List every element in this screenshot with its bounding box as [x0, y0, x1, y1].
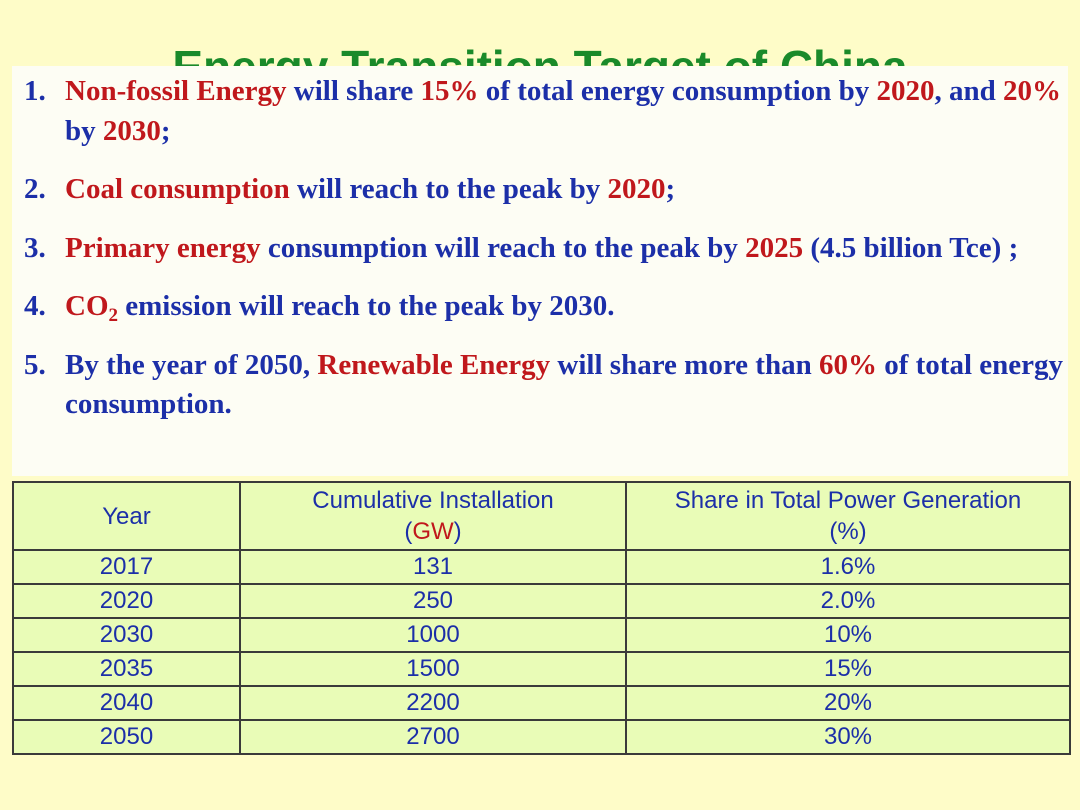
target-text: emission will reach to the peak by 2030. [118, 290, 615, 322]
table-row: 2050 2700 30% [12, 719, 1071, 755]
cell-installation: 2700 [239, 719, 627, 755]
cell-installation: 2200 [239, 685, 627, 721]
target-text: will reach to the peak by [289, 173, 608, 205]
target-text: 2020 [607, 173, 666, 205]
target-text: (4.5 billion Tce) ; [803, 231, 1019, 264]
table-row: 2035 1500 15% [12, 651, 1071, 687]
target-text: CO [65, 290, 109, 322]
cell-share: 15% [625, 651, 1071, 687]
target-number: 3. [24, 231, 46, 264]
header-share-unit: (%) [829, 518, 867, 545]
target-text: 15% [420, 75, 479, 107]
target-item: 1. Non-fossil Energy will share 15% of to… [20, 72, 1070, 151]
target-item: 4. CO2 emission will reach to the peak by… [20, 287, 1070, 327]
cell-year: 2035 [12, 651, 241, 687]
cell-share: 20% [625, 685, 1071, 721]
targets-list: 1. Non-fossil Energy will share 15% of to… [20, 72, 1070, 444]
target-number: 1. [24, 75, 46, 107]
target-text: of total energy consumption. [65, 348, 1063, 421]
target-text: of total energy consumption by [478, 75, 877, 107]
table-row: 2030 1000 10% [12, 617, 1071, 653]
target-text: Non-fossil Energy [65, 75, 287, 107]
target-item: 5. By the year of 2050, Renewable Energy … [20, 346, 1070, 425]
installation-table: Year Cumulative Installation (GW) Share i… [12, 481, 1071, 755]
target-text: 2020 [876, 75, 935, 107]
cell-year: 2050 [12, 719, 241, 755]
target-text: will share [286, 75, 421, 107]
header-installation-unit: GW [412, 518, 454, 545]
target-text: consumption will reach to the peak by [260, 231, 746, 264]
cell-share: 2.0% [625, 583, 1071, 619]
header-installation-title: Cumulative Installation [312, 487, 554, 514]
cell-installation: 1500 [239, 651, 627, 687]
table-header-row: Year Cumulative Installation (GW) Share i… [12, 481, 1071, 551]
target-text: 2030 [102, 114, 161, 147]
target-text: Renewable Energy [317, 348, 551, 381]
cell-year: 2017 [12, 549, 241, 585]
table-row: 2017 131 1.6% [12, 549, 1071, 585]
target-number: 4. [24, 290, 46, 322]
cell-year: 2040 [12, 685, 241, 721]
header-installation-close: ) [453, 518, 462, 545]
target-item: 3. Primary energy consumption will reach … [20, 229, 1070, 269]
table-body: 2017 131 1.6% 2020 250 2.0% 2030 1000 10% 2035 150… [12, 549, 1071, 755]
target-number: 2. [24, 173, 46, 205]
header-share-title: Share in Total Power Generation [674, 487, 1022, 514]
target-text: , and [934, 75, 1004, 107]
cell-year: 2030 [12, 617, 241, 653]
table-row: 2040 2200 20% [12, 685, 1071, 721]
header-share: Share in Total Power Generation (%) [625, 481, 1071, 551]
target-text: By the year of 2050, [65, 348, 318, 381]
target-number: 5. [24, 348, 46, 381]
cell-share: 10% [625, 617, 1071, 653]
target-text: Coal consumption [65, 173, 290, 205]
table-row: 2020 250 2.0% [12, 583, 1071, 619]
header-year: Year [12, 481, 241, 551]
cell-share: 1.6% [625, 549, 1071, 585]
target-item: 2. Coal consumption will reach to the pea… [20, 170, 1070, 210]
target-text: by [65, 114, 103, 147]
target-text: 2025 [745, 231, 804, 264]
target-text: Primary energy [65, 231, 261, 264]
target-text: ; [160, 114, 171, 147]
header-installation: Cumulative Installation (GW) [239, 481, 627, 551]
cell-year: 2020 [12, 583, 241, 619]
target-text: will share more than [550, 348, 819, 381]
cell-installation: 131 [239, 549, 627, 585]
target-text: 2 [108, 305, 119, 326]
target-text: 60% [818, 348, 877, 381]
cell-installation: 250 [239, 583, 627, 619]
target-text: 20% [1003, 75, 1062, 107]
cell-installation: 1000 [239, 617, 627, 653]
cell-share: 30% [625, 719, 1071, 755]
header-installation-open: ( [404, 518, 413, 545]
target-text: ; [665, 173, 676, 205]
targets-panel [12, 66, 1068, 476]
